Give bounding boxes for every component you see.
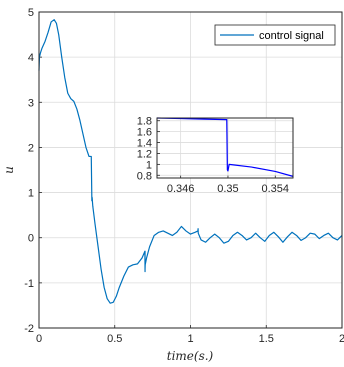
main-x-tick-label: 1.5	[259, 333, 274, 345]
inset-y-tick-label: 1.4	[137, 138, 152, 150]
main-y-tick-label: -2	[24, 323, 34, 335]
main-x-tick-label: 1	[187, 333, 193, 345]
inset-y-tick-label: 1.8	[137, 116, 152, 128]
inset-tick-labels: 0.346 0.35 0.354 0.811.21.41.61.8	[137, 116, 289, 195]
inset-y-tick-label: 1.2	[137, 148, 152, 160]
inset-axes: 0.346 0.35 0.354 0.811.21.41.61.8	[137, 116, 294, 195]
x-axis-label: time(s.)	[167, 349, 214, 363]
main-series	[38, 19, 343, 304]
main-x-tick-label: 2	[339, 333, 344, 345]
main-y-tick-label: 2	[28, 142, 34, 154]
main-tick-labels: 0 0.5 1 1.5 2 -2 -1 0 1 2 3 4 5	[24, 7, 344, 345]
main-y-tick-label: 3	[28, 97, 34, 109]
inset-plot-area	[157, 118, 293, 178]
inset-y-tick-label: 1.6	[137, 127, 152, 139]
inset-series	[156, 117, 294, 177]
legend-label: control signal	[259, 30, 324, 42]
inset-series-line	[156, 117, 294, 177]
main-x-tick-label: 0.5	[107, 333, 122, 345]
main-y-tick-label: 1	[28, 188, 34, 200]
y-axis-label: u	[2, 166, 16, 174]
main-series-line	[38, 19, 343, 304]
inset-axes-frame	[156, 117, 294, 179]
inset-x-tick-label: 0.35	[217, 183, 238, 195]
legend: control signal	[214, 24, 336, 46]
main-y-tick-label: -1	[24, 278, 34, 290]
main-y-tick-label: 4	[28, 52, 34, 64]
inset-y-tick-label: 1	[146, 159, 152, 171]
main-y-tick-label: 0	[28, 233, 34, 245]
inset-y-tick-label: 0.8	[137, 170, 152, 182]
inset-x-tick-label: 0.346	[167, 183, 195, 195]
inset-x-tick-label: 0.354	[261, 183, 289, 195]
legend-box	[214, 24, 336, 46]
main-x-tick-label: 0	[36, 333, 42, 345]
main-y-tick-label: 5	[28, 7, 34, 19]
main-axes-frame	[38, 11, 343, 329]
inset-grid	[157, 118, 293, 178]
